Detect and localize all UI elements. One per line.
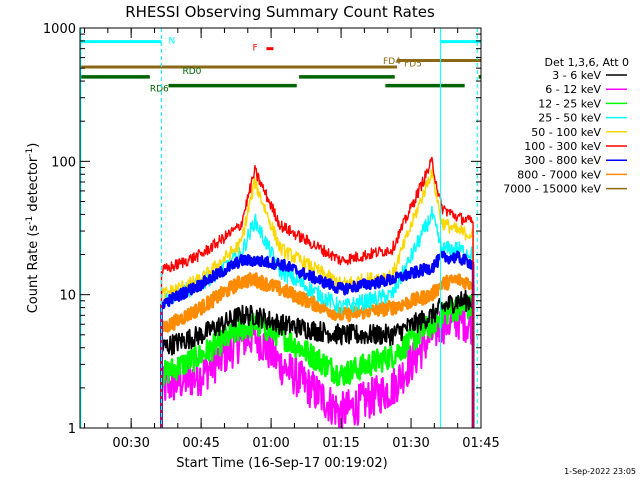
state-label-rd6: RD6 — [150, 85, 169, 95]
y-tick-label: 100 — [51, 155, 76, 170]
y-axis-label: Count Rate (s-1 detector-1) — [25, 143, 41, 314]
x-tick-label: 00:45 — [182, 436, 219, 451]
x-tick-label: 01:00 — [252, 436, 289, 451]
y-axis: 1 10 100 1000 — [43, 22, 481, 437]
legend-label: 100 - 300 keV — [524, 140, 601, 153]
legend-header: Det 1,3,6, Att 0 — [545, 56, 629, 69]
state-label-rd0: RD0 — [182, 67, 201, 77]
vertical-lines-layer — [80, 28, 478, 428]
legend-label: 6 - 12 keV — [545, 83, 601, 96]
state-bars-layer: N F FD4 FD5 RD0 RD6 — [80, 37, 481, 95]
x-axis-label: Start Time (16-Sep-17 00:19:02) — [176, 456, 387, 471]
state-label-n: N — [168, 37, 175, 47]
legend-label: 300 - 800 keV — [524, 154, 601, 167]
legend-label: 3 - 6 keV — [552, 69, 601, 82]
x-tick-label: 01:15 — [322, 436, 359, 451]
y-tick-label: 10 — [59, 289, 76, 304]
plot-frame — [79, 27, 482, 429]
legend-label: 7000 - 15000 keV — [503, 183, 601, 196]
y-tick-label: 1000 — [43, 22, 76, 37]
legend-label: 25 - 50 keV — [538, 112, 601, 125]
timestamp: 1-Sep-2022 23:05 — [564, 467, 636, 476]
legend-label: 12 - 25 keV — [538, 97, 601, 110]
state-label-fd5: FD5 — [404, 60, 422, 70]
legend-label: 50 - 100 keV — [531, 126, 601, 139]
x-tick-label: 00:30 — [112, 436, 149, 451]
state-label-fd4: FD4 — [383, 57, 401, 67]
legend-label: 800 - 7000 keV — [517, 168, 601, 181]
x-tick-label: 01:45 — [462, 436, 499, 451]
y-tick-label: 1 — [68, 422, 76, 437]
x-tick-label: 01:30 — [392, 436, 429, 451]
state-label-f: F — [252, 44, 257, 54]
chart-title: RHESSI Observing Summary Count Rates — [125, 3, 435, 21]
x-axis: 00:30 00:45 01:00 01:15 01:30 01:45 — [84, 28, 500, 451]
